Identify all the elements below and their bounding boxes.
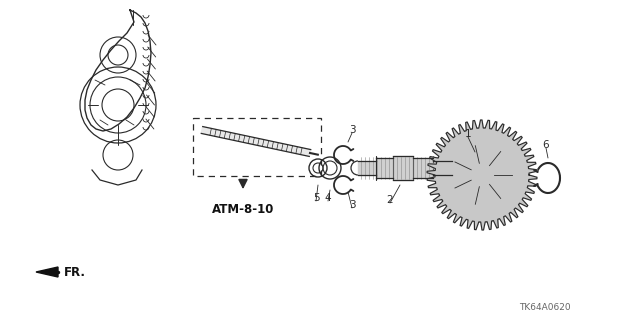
Polygon shape bbox=[358, 161, 376, 175]
Text: FR.: FR. bbox=[64, 265, 86, 278]
Polygon shape bbox=[201, 127, 311, 156]
Circle shape bbox=[450, 143, 514, 207]
Text: 1: 1 bbox=[465, 129, 471, 139]
Polygon shape bbox=[36, 267, 58, 277]
Circle shape bbox=[435, 128, 529, 222]
Polygon shape bbox=[433, 161, 452, 175]
Text: ATM-8-10: ATM-8-10 bbox=[212, 203, 274, 216]
Polygon shape bbox=[413, 158, 433, 178]
Polygon shape bbox=[376, 158, 393, 178]
Text: 3: 3 bbox=[349, 125, 355, 135]
Text: 2: 2 bbox=[387, 195, 394, 205]
Polygon shape bbox=[393, 156, 413, 180]
Text: TK64A0620: TK64A0620 bbox=[519, 303, 571, 313]
Bar bbox=[193, 118, 321, 176]
Text: 6: 6 bbox=[543, 140, 549, 150]
Polygon shape bbox=[427, 120, 537, 230]
Text: 4: 4 bbox=[324, 193, 332, 203]
Text: 3: 3 bbox=[349, 200, 355, 210]
Text: 5: 5 bbox=[313, 193, 319, 203]
